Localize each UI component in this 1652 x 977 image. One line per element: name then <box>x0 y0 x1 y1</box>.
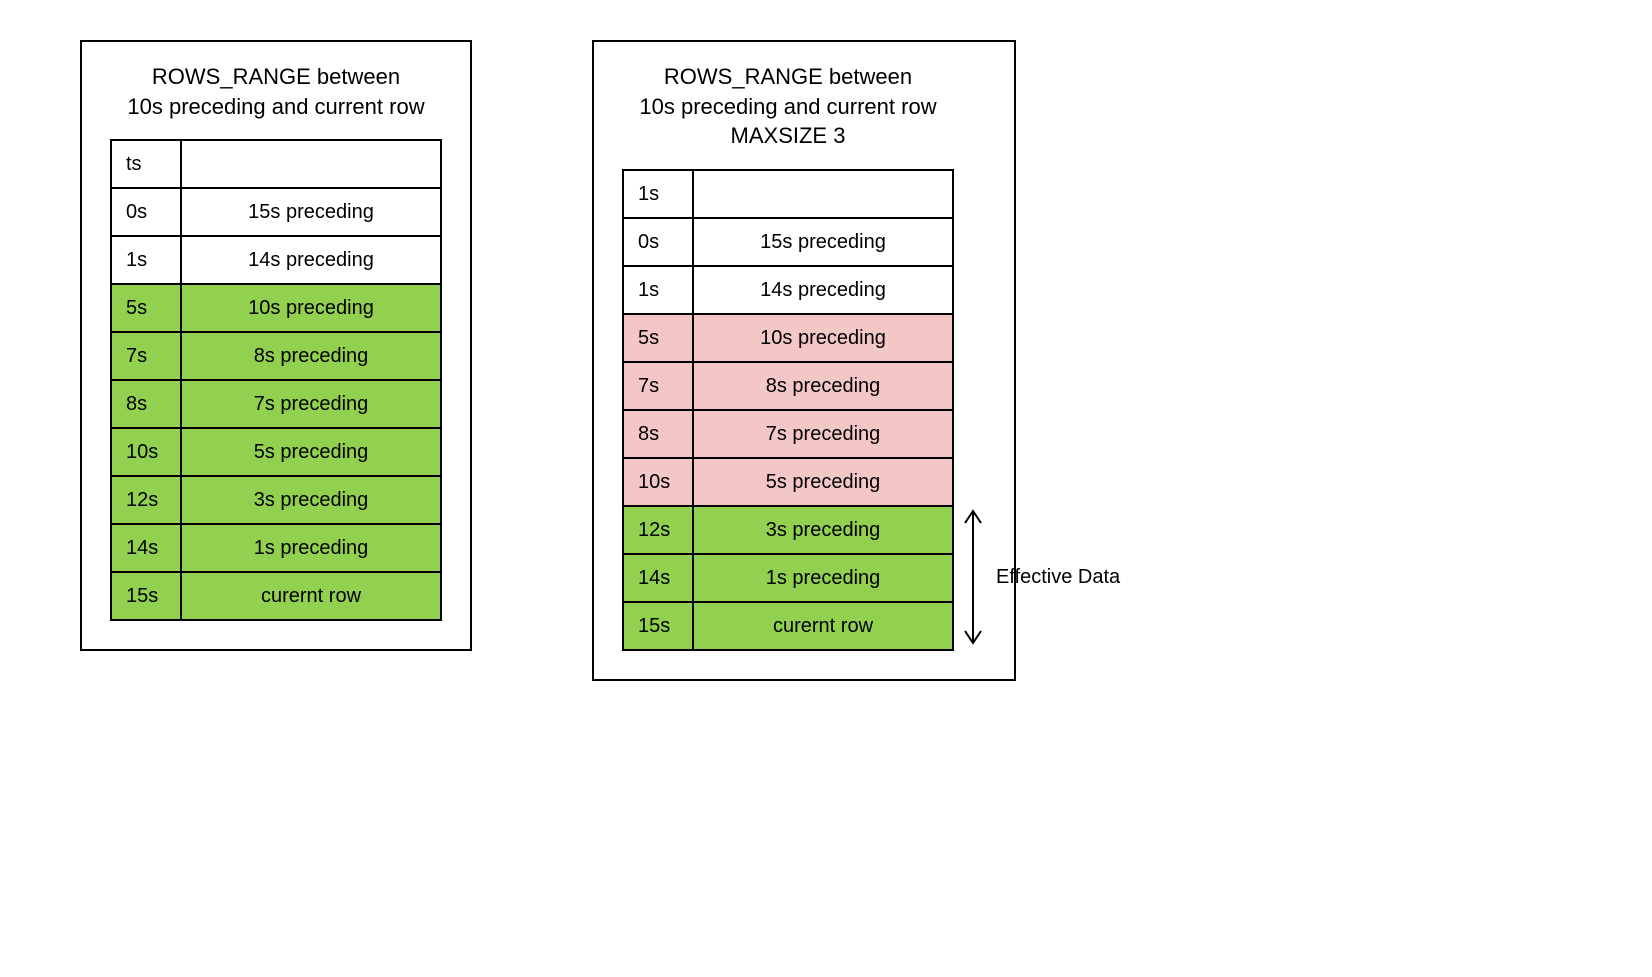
cell-desc: 1s preceding <box>693 554 953 602</box>
cell-ts: 0s <box>111 188 181 236</box>
cell-desc: 7s preceding <box>693 410 953 458</box>
cell-ts: 15s <box>623 602 693 650</box>
table-row: 1s14s preceding <box>623 266 953 314</box>
table-row: 15scurernt row <box>623 602 953 650</box>
cell-ts: 7s <box>623 362 693 410</box>
panel-right: ROWS_RANGE between 10s preceding and cur… <box>592 40 1016 681</box>
cell-ts: 0s <box>623 218 693 266</box>
table-row: 5s10s preceding <box>623 314 953 362</box>
table-row: 10s5s preceding <box>111 428 441 476</box>
cell-desc: 10s preceding <box>693 314 953 362</box>
cell-ts: 14s <box>111 524 181 572</box>
cell-ts: 10s <box>111 428 181 476</box>
cell-desc: 1s preceding <box>181 524 441 572</box>
table-row: 15scurernt row <box>111 572 441 620</box>
table-row: 14s1s preceding <box>111 524 441 572</box>
cell-desc: curernt row <box>181 572 441 620</box>
cell-ts: 8s <box>623 410 693 458</box>
table-row: 0s15s preceding <box>623 218 953 266</box>
cell-desc: 14s preceding <box>693 266 953 314</box>
cell-desc: 10s preceding <box>181 284 441 332</box>
table-row: 1s <box>623 170 953 218</box>
table-row: 8s7s preceding <box>111 380 441 428</box>
cell-desc: 7s preceding <box>181 380 441 428</box>
cell-desc: 8s preceding <box>693 362 953 410</box>
table-right: 1s 0s15s preceding 1s14s preceding 5s10s… <box>622 169 954 651</box>
cell-ts: 5s <box>111 284 181 332</box>
table-row: 12s3s preceding <box>111 476 441 524</box>
cell-desc: 3s preceding <box>181 476 441 524</box>
cell-desc: 8s preceding <box>181 332 441 380</box>
cell-desc: 14s preceding <box>181 236 441 284</box>
table-row: 14s1s preceding <box>623 554 953 602</box>
cell-ts: 5s <box>623 314 693 362</box>
table-row: 7s8s preceding <box>111 332 441 380</box>
table-row: ts <box>111 140 441 188</box>
table-row: 12s3s preceding <box>623 506 953 554</box>
cell-ts: 15s <box>111 572 181 620</box>
effective-data-label: Effective Data <box>996 566 1120 589</box>
effective-data-annotation: Effective Data <box>960 505 1120 649</box>
cell-ts: 12s <box>111 476 181 524</box>
table-row: 8s7s preceding <box>623 410 953 458</box>
panel-left: ROWS_RANGE between 10s preceding and cur… <box>80 40 472 651</box>
cell-desc: curernt row <box>693 602 953 650</box>
table-row: 10s5s preceding <box>623 458 953 506</box>
table-row: 0s15s preceding <box>111 188 441 236</box>
cell-ts: 7s <box>111 332 181 380</box>
cell-desc: 15s preceding <box>693 218 953 266</box>
cell-desc <box>693 170 953 218</box>
cell-ts: 8s <box>111 380 181 428</box>
cell-ts: ts <box>111 140 181 188</box>
table-row: 7s8s preceding <box>623 362 953 410</box>
table-left: ts 0s15s preceding 1s14s preceding 5s10s… <box>110 139 442 621</box>
cell-ts: 1s <box>623 170 693 218</box>
cell-ts: 1s <box>111 236 181 284</box>
cell-ts: 1s <box>623 266 693 314</box>
cell-ts: 14s <box>623 554 693 602</box>
cell-desc <box>181 140 441 188</box>
table-row: 1s14s preceding <box>111 236 441 284</box>
cell-ts: 10s <box>623 458 693 506</box>
cell-desc: 15s preceding <box>181 188 441 236</box>
panel-left-title: ROWS_RANGE between 10s preceding and cur… <box>127 62 424 121</box>
table-row: 5s10s preceding <box>111 284 441 332</box>
cell-desc: 3s preceding <box>693 506 953 554</box>
panel-right-title: ROWS_RANGE between 10s preceding and cur… <box>639 62 936 151</box>
cell-desc: 5s preceding <box>693 458 953 506</box>
cell-ts: 12s <box>623 506 693 554</box>
double-arrow-icon <box>960 505 986 649</box>
cell-desc: 5s preceding <box>181 428 441 476</box>
